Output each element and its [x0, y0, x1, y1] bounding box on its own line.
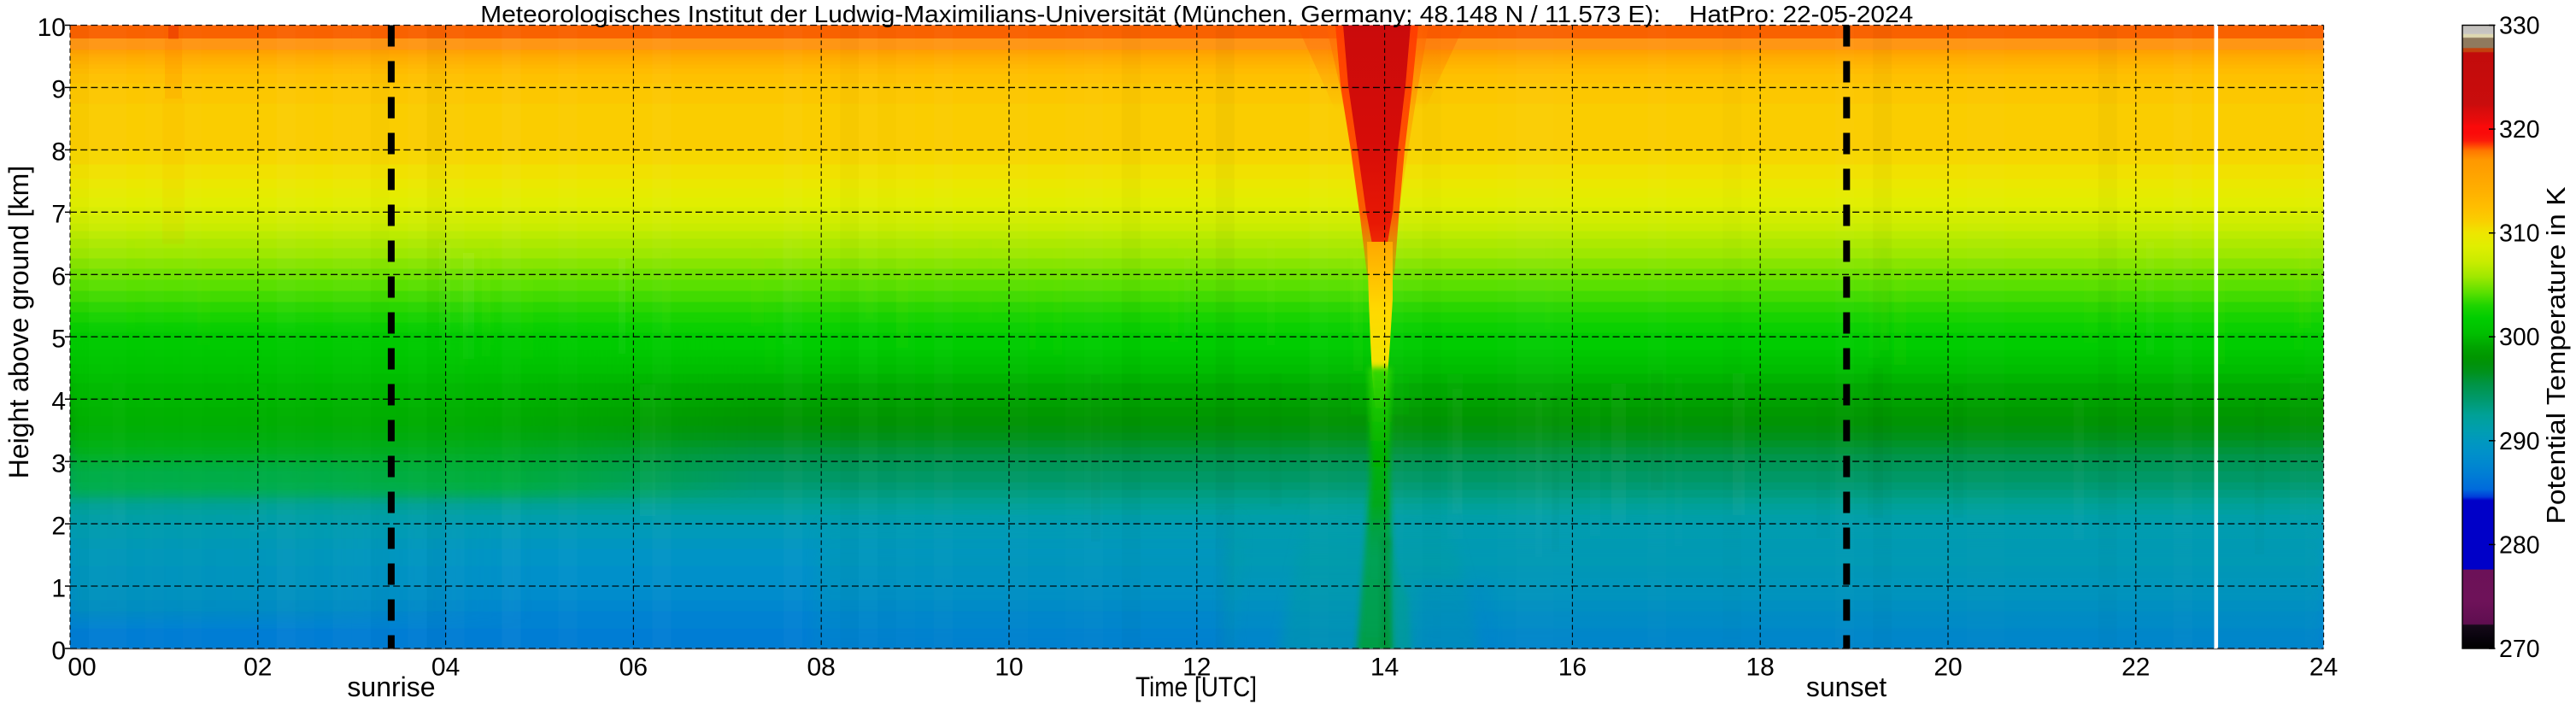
- svg-text:310: 310: [2499, 220, 2540, 248]
- svg-text:290: 290: [2499, 428, 2540, 455]
- svg-text:10: 10: [995, 654, 1023, 682]
- svg-text:4: 4: [51, 388, 66, 416]
- svg-text:270: 270: [2499, 636, 2540, 663]
- svg-text:280: 280: [2499, 531, 2540, 559]
- svg-text:20: 20: [1933, 654, 1962, 682]
- svg-text:06: 06: [619, 654, 648, 682]
- svg-text:330: 330: [2499, 13, 2540, 40]
- svg-text:320: 320: [2499, 116, 2540, 144]
- svg-text:sunrise: sunrise: [347, 672, 435, 702]
- svg-text:08: 08: [807, 654, 836, 682]
- svg-text:300: 300: [2499, 324, 2540, 351]
- svg-text:Potential Temperature in K: Potential Temperature in K: [2541, 186, 2571, 524]
- svg-text:Meteorologisches Institut der: Meteorologisches Institut der Ludwig-Max…: [480, 1, 1913, 27]
- svg-text:5: 5: [51, 326, 66, 354]
- svg-text:16: 16: [1558, 654, 1587, 682]
- svg-text:6: 6: [51, 263, 66, 291]
- svg-text:8: 8: [51, 138, 66, 167]
- svg-text:12: 12: [1182, 654, 1211, 682]
- svg-text:04: 04: [431, 654, 460, 682]
- svg-text:24: 24: [2309, 654, 2338, 682]
- svg-text:22: 22: [2121, 654, 2150, 682]
- svg-text:3: 3: [51, 449, 66, 478]
- svg-text:14: 14: [1370, 654, 1399, 682]
- svg-text:10: 10: [38, 14, 66, 42]
- svg-text:Height above ground [km]: Height above ground [km]: [3, 166, 34, 478]
- svg-text:9: 9: [51, 76, 66, 104]
- svg-text:1: 1: [51, 574, 66, 602]
- svg-text:7: 7: [51, 201, 66, 229]
- svg-text:00: 00: [67, 654, 96, 682]
- svg-text:0: 0: [51, 637, 66, 665]
- svg-text:18: 18: [1746, 654, 1775, 682]
- svg-text:sunset: sunset: [1806, 672, 1887, 702]
- svg-text:2: 2: [51, 512, 66, 540]
- svg-text:02: 02: [244, 654, 272, 682]
- svg-text:Time [UTC]: Time [UTC]: [1135, 672, 1257, 702]
